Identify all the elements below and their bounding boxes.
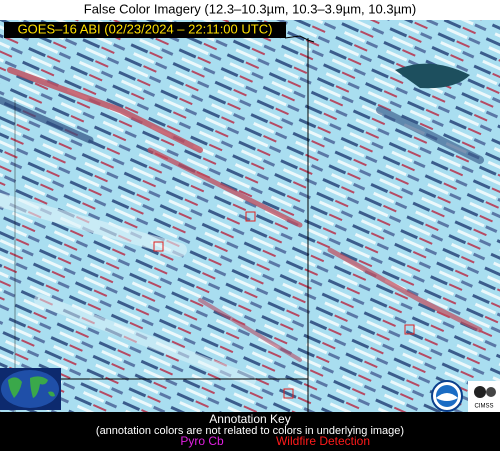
globe-inset bbox=[0, 368, 61, 410]
key-pyro-cb: Pyro Cb bbox=[180, 434, 224, 448]
noaa-logo bbox=[431, 380, 463, 412]
borders bbox=[14, 35, 315, 412]
subtitle-box bbox=[4, 22, 286, 38]
title-band bbox=[0, 0, 500, 20]
cimss-logo: CIMSS bbox=[468, 381, 500, 412]
wildfire-boxes bbox=[153, 211, 415, 399]
subtitle: GOES–16 ABI (02/23/2024 – 22:11:00 UTC) bbox=[18, 21, 273, 36]
key-wildfire: Wildfire Detection bbox=[276, 434, 370, 448]
dark-cloud bbox=[395, 63, 470, 89]
title: False Color Imagery (12.3–10.3µm, 10.3–3… bbox=[84, 1, 416, 16]
key-note: (annotation colors are not related to co… bbox=[96, 425, 404, 437]
cimss-text: CIMSS bbox=[474, 404, 493, 410]
key-title: Annotation Key bbox=[209, 412, 290, 426]
cloud-streaks bbox=[0, 67, 484, 386]
footer bbox=[0, 412, 500, 451]
